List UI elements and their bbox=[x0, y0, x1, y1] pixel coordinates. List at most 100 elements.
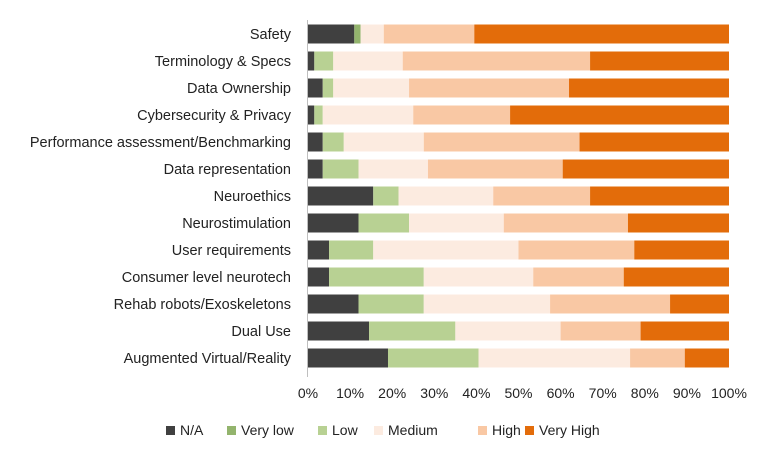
bar-segment-performance-assessment-benchmarking-low bbox=[322, 132, 344, 152]
category-label-rehab-robots-exoskeletons: Rehab robots/Exoskeletons bbox=[114, 297, 291, 313]
bar-segment-data-representation-very-high bbox=[562, 159, 729, 179]
x-tick-label-40: 40% bbox=[462, 385, 490, 401]
bar-segment-user-requirements-n-a bbox=[308, 240, 330, 260]
category-label-data-representation: Data representation bbox=[164, 162, 291, 178]
legend-swatch-very-high bbox=[525, 426, 534, 435]
legend-swatch-very-low bbox=[227, 426, 236, 435]
x-tick-label-10: 10% bbox=[336, 385, 364, 401]
bar-segment-terminology-specs-n-a bbox=[308, 51, 315, 71]
bar-segment-cybersecurity-privacy-medium bbox=[322, 105, 414, 125]
x-tick-label-60: 60% bbox=[547, 385, 575, 401]
x-tick-label-50: 50% bbox=[504, 385, 532, 401]
legend-label-very-low: Very low bbox=[241, 422, 295, 438]
x-axis-tick-labels: 0% 10% 20% 30% 40% 50% 60% 70% 80% 90% 100% bbox=[298, 385, 747, 401]
bar-segment-rehab-robots-exoskeletons-low bbox=[358, 294, 424, 314]
bar-segment-consumer-level-neurotech-n-a bbox=[308, 267, 330, 287]
legend-label-low: Low bbox=[332, 422, 359, 438]
category-label-neurostimulation: Neurostimulation bbox=[182, 216, 291, 232]
legend: N/A Very low Low Medium High Very High bbox=[166, 422, 600, 438]
bar-segment-neuroethics-n-a bbox=[308, 186, 374, 206]
bar-segment-performance-assessment-benchmarking-very-high bbox=[579, 132, 729, 152]
x-tick-label-80: 80% bbox=[631, 385, 659, 401]
bar-segment-cybersecurity-privacy-very-high bbox=[510, 105, 729, 125]
bar-segment-data-representation-high bbox=[427, 159, 563, 179]
bar-segment-terminology-specs-very-high bbox=[590, 51, 729, 71]
category-label-augmented-virtual-reality: Augmented Virtual/Reality bbox=[124, 351, 292, 367]
bar-segment-cybersecurity-privacy-high bbox=[413, 105, 511, 125]
bar-segment-safety-very-high bbox=[474, 24, 729, 44]
x-tick-label-20: 20% bbox=[378, 385, 406, 401]
x-tick-label-30: 30% bbox=[420, 385, 448, 401]
bar-segment-rehab-robots-exoskeletons-n-a bbox=[308, 294, 359, 314]
bar-segment-performance-assessment-benchmarking-medium bbox=[343, 132, 424, 152]
bar-segment-neuroethics-medium bbox=[398, 186, 494, 206]
bar-segment-terminology-specs-medium bbox=[333, 51, 403, 71]
bar-segment-neuroethics-high bbox=[493, 186, 591, 206]
x-tick-label-0: 0% bbox=[298, 385, 318, 401]
category-label-safety: Safety bbox=[250, 27, 292, 43]
x-tick-label-90: 90% bbox=[673, 385, 701, 401]
x-tick-label-100: 100% bbox=[711, 385, 747, 401]
bar-segment-dual-use-high bbox=[560, 321, 641, 341]
bar-segment-augmented-virtual-reality-low bbox=[387, 348, 479, 368]
bar-segment-neuroethics-low bbox=[373, 186, 399, 206]
bar-segment-terminology-specs-low bbox=[314, 51, 334, 71]
category-labels: Safety Terminology & Specs Data Ownership C… bbox=[30, 27, 292, 367]
category-label-cybersecurity-privacy: Cybersecurity & Privacy bbox=[137, 108, 292, 124]
bar-segment-safety-n-a bbox=[308, 24, 355, 44]
bar-segment-neurostimulation-n-a bbox=[308, 213, 359, 233]
bar-segment-data-ownership-low bbox=[322, 78, 334, 98]
bar-segment-user-requirements-low bbox=[329, 240, 374, 260]
bar-segment-augmented-virtual-reality-medium bbox=[478, 348, 631, 368]
x-tick-label-70: 70% bbox=[589, 385, 617, 401]
bar-segment-data-ownership-medium bbox=[333, 78, 410, 98]
bar-segment-performance-assessment-benchmarking-high bbox=[423, 132, 580, 152]
legend-swatch-low bbox=[318, 426, 327, 435]
bar-segment-neuroethics-very-high bbox=[590, 186, 729, 206]
category-label-terminology-specs: Terminology & Specs bbox=[155, 54, 291, 70]
bar-segment-data-representation-low bbox=[322, 159, 359, 179]
legend-label-medium: Medium bbox=[388, 422, 438, 438]
bar-segment-consumer-level-neurotech-high bbox=[533, 267, 624, 287]
category-label-consumer-level-neurotech: Consumer level neurotech bbox=[122, 270, 291, 286]
bar-segment-neurostimulation-high bbox=[503, 213, 628, 233]
legend-label-high: High bbox=[492, 422, 521, 438]
category-label-neuroethics: Neuroethics bbox=[214, 189, 291, 205]
bar-segment-data-representation-medium bbox=[358, 159, 428, 179]
bar-segment-neurostimulation-very-high bbox=[627, 213, 729, 233]
bar-segment-performance-assessment-benchmarking-n-a bbox=[308, 132, 323, 152]
bar-segment-augmented-virtual-reality-very-high bbox=[684, 348, 729, 368]
bar-segment-safety-very-low bbox=[354, 24, 361, 44]
bar-segment-consumer-level-neurotech-very-high bbox=[623, 267, 729, 287]
bar-segment-data-ownership-high bbox=[409, 78, 570, 98]
legend-label-n-a: N/A bbox=[180, 422, 204, 438]
legend-label-very-high: Very High bbox=[539, 422, 600, 438]
bar-segment-neurostimulation-low bbox=[358, 213, 410, 233]
legend-swatch-high bbox=[478, 426, 487, 435]
bar-segment-data-ownership-n-a bbox=[308, 78, 323, 98]
bar-segment-data-ownership-very-high bbox=[569, 78, 729, 98]
bar-segment-rehab-robots-exoskeletons-very-high bbox=[670, 294, 729, 314]
bar-segment-data-representation-n-a bbox=[308, 159, 323, 179]
bar-segment-rehab-robots-exoskeletons-medium bbox=[423, 294, 551, 314]
bar-segment-cybersecurity-privacy-low bbox=[314, 105, 323, 125]
bar-segment-consumer-level-neurotech-low bbox=[329, 267, 424, 287]
bar-segment-user-requirements-medium bbox=[373, 240, 519, 260]
bar-segment-consumer-level-neurotech-medium bbox=[423, 267, 534, 287]
bar-segment-rehab-robots-exoskeletons-high bbox=[550, 294, 671, 314]
bar-series bbox=[308, 24, 729, 368]
bar-segment-dual-use-medium bbox=[455, 321, 561, 341]
bar-segment-safety-medium bbox=[360, 24, 384, 44]
bar-segment-neurostimulation-medium bbox=[409, 213, 504, 233]
bar-segment-safety-high bbox=[383, 24, 475, 44]
category-label-user-requirements: User requirements bbox=[172, 243, 291, 259]
category-label-performance-assessment-benchmarking: Performance assessment/Benchmarking bbox=[30, 135, 291, 151]
category-label-dual-use: Dual Use bbox=[231, 324, 291, 340]
bar-segment-dual-use-very-high bbox=[640, 321, 729, 341]
bar-segment-user-requirements-very-high bbox=[634, 240, 729, 260]
category-label-data-ownership: Data Ownership bbox=[187, 81, 291, 97]
bar-segment-cybersecurity-privacy-n-a bbox=[308, 105, 315, 125]
legend-swatch-n-a bbox=[166, 426, 175, 435]
bar-segment-terminology-specs-high bbox=[402, 51, 591, 71]
